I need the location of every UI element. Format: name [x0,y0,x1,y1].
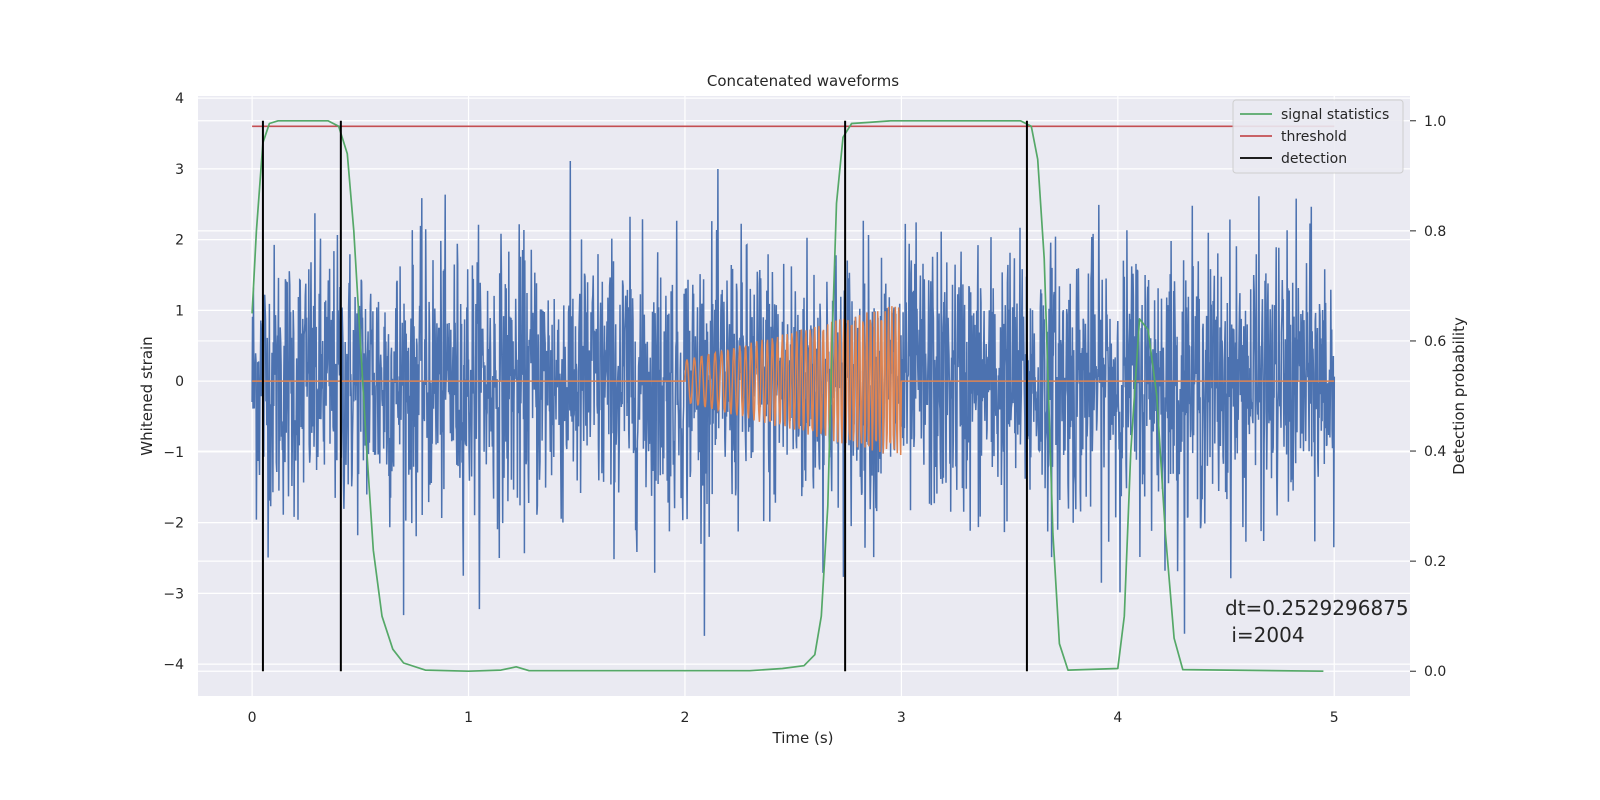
legend-label-threshold: threshold [1281,129,1347,145]
y2-tick-label-3: 0.6 [1424,334,1446,350]
x-tick-label-3: 3 [897,710,906,726]
y-tick-label-2: −2 [163,516,184,532]
y-tick-label-0: −4 [163,657,184,673]
y-tick-label-4: 0 [175,374,184,390]
x-tick-label-5: 5 [1330,710,1339,726]
y2-tick-label-0: 0.0 [1424,664,1446,680]
y-tick-label-8: 4 [175,91,184,107]
series-layer [251,119,1336,673]
x-tick-label-1: 1 [464,710,473,726]
legend-box [1232,99,1404,174]
y-tick-label-7: 3 [175,162,184,178]
x-axis: 0 1 2 3 4 5 [248,710,1339,726]
x-tick-label-0: 0 [248,710,257,726]
series-line-waveform [252,306,1335,456]
y-tick-label-6: 2 [175,233,184,249]
x-axis-label: Time (s) [772,729,834,747]
series-line-whitened-strain [251,160,1336,636]
y-tick-label-1: −3 [163,586,184,602]
annotation-dt: dt=0.2529296875 [1225,596,1409,620]
x-tick-label-4: 4 [1113,710,1122,726]
y-tick-label-5: 1 [175,303,184,319]
y2-tick-label-4: 0.8 [1424,224,1446,240]
chart-title: Concatenated waveforms [707,72,899,90]
x-tick-label-2: 2 [681,710,690,726]
y-axis: −4 −3 −2 −1 0 1 2 3 4 [163,91,184,673]
y2-tick-label-1: 0.2 [1424,554,1446,570]
y2-tick-label-2: 0.4 [1424,444,1446,460]
annotation-i: i=2004 [1225,623,1305,647]
legend-label-detection: detection [1281,151,1347,167]
y2-tick-label-5: 1.0 [1424,114,1446,130]
y-axis-label: Whitened strain [138,336,156,455]
legend-label-signal-statistics: signal statistics [1281,107,1389,123]
legend: signal statistics threshold detection [1232,99,1404,174]
y2-axis: 0.0 0.2 0.4 0.6 0.8 1.0 [1410,114,1446,680]
y-tick-label-3: −1 [163,445,184,461]
series-line-signal-statistics [251,119,1324,673]
y2-axis-label: Detection probability [1450,317,1468,475]
